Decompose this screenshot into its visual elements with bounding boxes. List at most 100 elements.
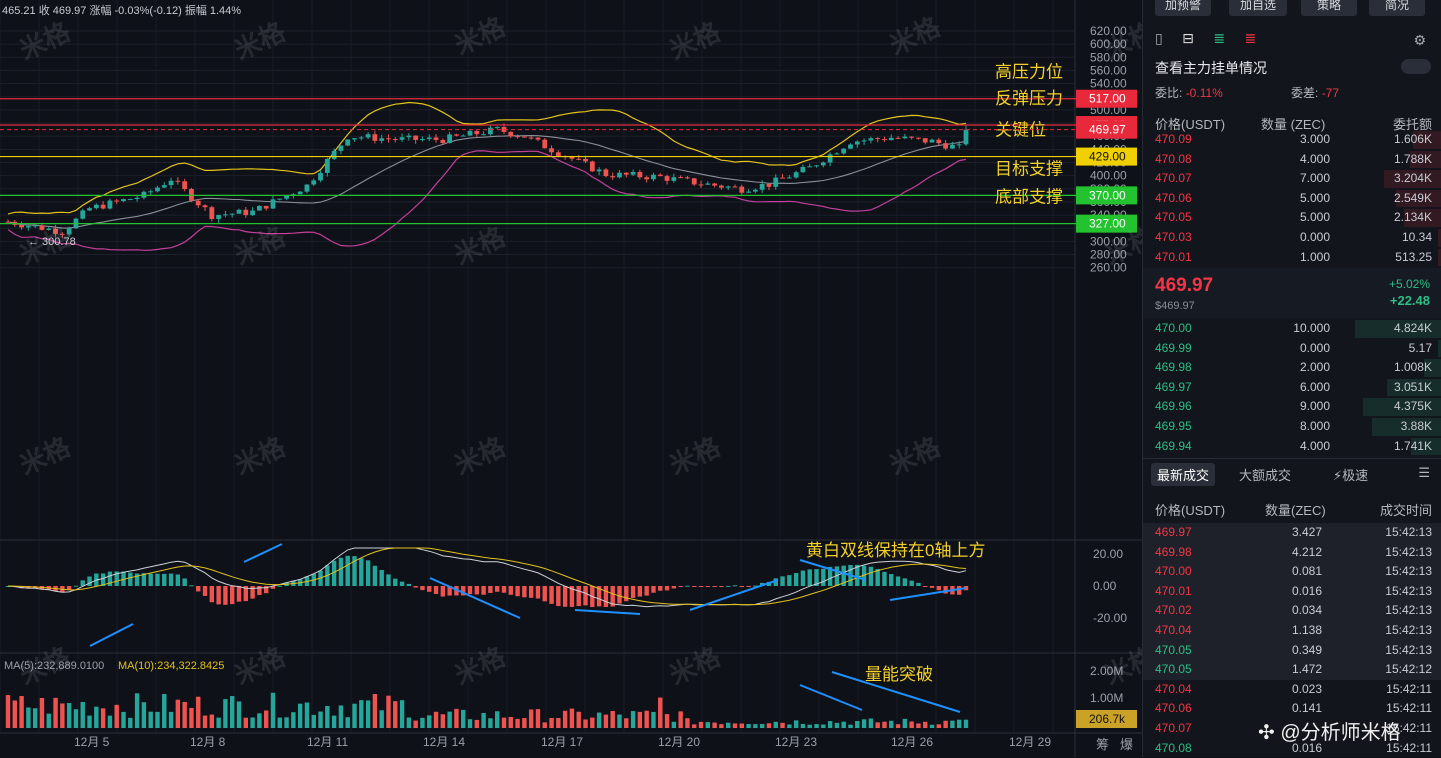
bids-row[interactable]: 469.99 0.000 5.17 [1155,339,1441,359]
trade-row[interactable]: 470.04 0.023 15:42:11 [1155,680,1432,700]
candle-body [637,172,643,178]
candle-body [277,198,283,200]
candle-body [358,137,364,139]
tab-latest-trades[interactable]: 最新成交 [1151,463,1216,486]
boll-mid-line [7,135,967,229]
bids-row[interactable]: 470.00 10.000 4.824K [1155,319,1441,339]
level-label: 目标支撑 [995,159,1063,178]
trade-row[interactable]: 470.00 0.081 15:42:13 [1143,562,1441,582]
asks-row[interactable]: 470.05 5.000 2.134K [1155,208,1441,228]
toolbar-button-0[interactable]: 加预警 [1155,0,1211,16]
candle-body [752,189,758,192]
trade-row[interactable]: 470.01 0.016 15:42:13 [1143,581,1441,602]
cell-p: 469.98 [1155,360,1192,375]
trade-row[interactable]: 470.06 0.141 15:42:11 [1155,699,1432,719]
candle-body [535,137,541,140]
kline-chart[interactable]: 620.00600.00580.00560.00540.00520.00500.… [0,0,1142,757]
date-tick: 12月 20 [658,735,700,749]
depth-both-icon[interactable]: ⊟ [1182,30,1194,46]
macd-bar [957,586,962,595]
trades-columns: 价格(USDT) 数量(ZEC) 成交时间 [1155,503,1432,518]
panel-icons[interactable]: ▯ ⊟ ≣ ≣ [1155,30,1256,47]
candle-body [882,139,887,141]
candle-body [875,138,881,140]
macd-bar [427,586,432,592]
candle-body [766,184,772,187]
candle-body [386,138,391,140]
bids-row[interactable]: 469.94 4.000 1.741K [1155,437,1441,457]
candle-body [161,185,167,188]
volume-bar [957,719,962,728]
macd-bar [481,586,486,595]
candle-body [820,162,826,166]
candle-body [168,180,174,186]
candle-body [32,225,38,227]
macd-bar [257,586,262,596]
macd-bar [209,586,215,603]
macd-bar [501,586,507,593]
depth-asks-icon[interactable]: ≣ [1244,30,1257,46]
level-label: 高压力位 [995,63,1063,82]
footer-watermark: ✣ @分析师米格 [1258,722,1401,744]
change-pct: +5.02% [1388,277,1430,291]
macd-bar [583,586,588,606]
cell-q: 0.141 [1291,701,1322,716]
candle-body [854,141,860,145]
toolbar-button-1[interactable]: 加自选 [1229,0,1287,16]
volume-bar [950,720,955,728]
cell-t: 15:42:11 [1386,721,1432,735]
trade-row[interactable]: 470.04 1.138 15:42:13 [1143,621,1441,641]
volume-bar [807,724,812,728]
macd-bar [685,585,690,587]
date-tick: 12月 23 [775,735,817,749]
toolbar-button-2[interactable]: 策略 [1301,0,1357,16]
macd-bar [855,564,860,586]
bids-row[interactable]: 469.97 6.000 3.051K [1155,378,1441,398]
trade-row[interactable]: 469.98 4.212 15:42:13 [1143,542,1441,563]
trade-row[interactable]: 469.97 3.427 15:42:13 [1143,523,1441,543]
orderbook-title[interactable]: 查看主力挂单情况 [1155,60,1267,76]
volume-bar [889,720,894,728]
depth-bids-icon[interactable]: ≣ [1213,30,1226,46]
candle-body [66,228,72,235]
trade-row[interactable]: 470.05 0.349 15:42:13 [1143,640,1441,661]
trade-row[interactable]: 470.05 1.472 15:42:12 [1143,660,1441,680]
trade-row[interactable]: 470.08 0.016 15:42:11 [1155,739,1432,758]
macd-bar [535,586,541,599]
candle-body [182,181,188,190]
macd-bar [508,586,513,595]
settings-icon[interactable]: ⚙ [1413,32,1426,48]
bids-row[interactable]: 469.95 8.000 3.88K [1155,417,1441,437]
asks-row[interactable]: 470.09 3.000 1.606K [1155,130,1441,150]
volume-bar [895,724,901,728]
bids-row[interactable]: 469.98 2.000 1.008K [1155,358,1441,378]
macd-bar [753,585,758,587]
macd-bar [929,586,935,588]
volume-bar [474,719,480,728]
volume-bar [420,717,425,728]
asks-row[interactable]: 470.06 5.000 2.549K [1155,189,1441,209]
candle-body [304,184,310,192]
volume-bar [114,704,119,728]
asks-row[interactable]: 470.07 7.000 3.204K [1155,169,1441,189]
bids-row[interactable]: 469.96 9.000 4.375K [1155,397,1441,417]
list-icon[interactable]: ▯ [1155,30,1163,46]
tab-fast[interactable]: ⚡极速 [1333,468,1369,483]
asks-row[interactable]: 470.01 1.000 513.25 [1155,248,1441,268]
volume-bar [107,715,113,728]
toolbar-button-3[interactable]: 简况 [1369,0,1425,16]
asks-row[interactable]: 470.03 0.000 10.34 [1155,228,1441,248]
filter-icon[interactable]: ☰ [1418,465,1430,480]
candle-body [589,161,595,172]
trade-row[interactable]: 470.02 0.034 15:42:13 [1143,601,1441,621]
volume-bar [658,697,663,728]
candle-body [413,135,419,140]
asks-row[interactable]: 470.08 4.000 1.788K [1155,150,1441,170]
candle-body [515,136,520,138]
candle-body [719,185,724,188]
volume-bar [671,721,677,728]
trade-row[interactable]: 470.07 15:42:11 [1155,719,1432,739]
tab-large-trades[interactable]: 大额成交 [1239,468,1292,483]
toggle-switch[interactable] [1401,59,1431,74]
macd-bar [338,557,344,586]
